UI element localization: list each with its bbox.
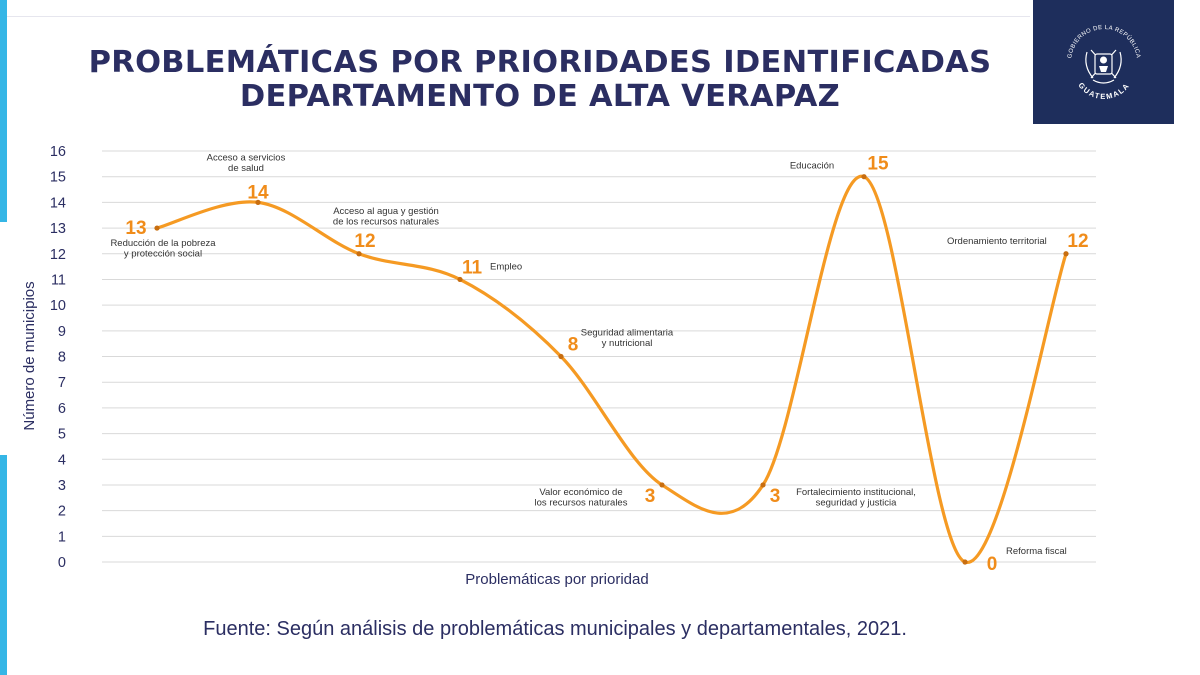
category-label-line: Reforma fiscal (1006, 546, 1067, 557)
y-tick-label: 15 (50, 170, 66, 186)
y-tick-label: 3 (58, 478, 66, 494)
data-point (1063, 251, 1069, 257)
category-label-line: Ordenamiento territorial (947, 236, 1047, 247)
left-accent-bar-top (0, 0, 7, 222)
category-label: Reducción de la pobreza y protección soci… (110, 238, 216, 260)
category-label: Ordenamiento territorial (947, 236, 1047, 247)
data-point (356, 251, 362, 257)
data-value-label: 13 (125, 218, 146, 239)
data-value-label: 12 (354, 231, 375, 252)
coat-of-arms-icon: GOBIERNO DE LA REPÚBLICA GUATEMALA (1067, 25, 1140, 101)
y-tick-label: 14 (50, 195, 66, 211)
category-label-line: Educación (790, 161, 834, 172)
data-point (659, 482, 665, 488)
category-label-line: Reducción de la pobreza (110, 238, 216, 249)
government-emblem: GOBIERNO DE LA REPÚBLICA GUATEMALA (1033, 0, 1174, 124)
source-note: Fuente: Según análisis de problemáticas … (203, 618, 907, 640)
category-label-line: Acceso a servicios (207, 152, 286, 163)
data-value-label: 3 (645, 486, 656, 507)
page-title: PROBLEMÁTICAS POR PRIORIDADES IDENTIFICA… (40, 46, 1040, 114)
top-divider (0, 16, 1030, 17)
title-line-1: PROBLEMÁTICAS POR PRIORIDADES IDENTIFICA… (88, 45, 992, 80)
y-tick-label: 1 (58, 529, 66, 545)
category-label: Empleo (490, 261, 522, 272)
data-value-label: 11 (462, 257, 483, 278)
data-point (558, 353, 564, 360)
data-point (255, 199, 261, 205)
category-label: Fortalecimiento institucional, seguridad … (796, 487, 916, 509)
category-label-line: Fortalecimiento institucional, (796, 487, 916, 498)
data-point (457, 276, 463, 283)
y-tick-label: 10 (50, 298, 66, 314)
category-label: Reforma fiscal (1006, 546, 1067, 557)
data-point (154, 225, 160, 231)
category-label: Seguridad alimentaria y nutricional (581, 328, 674, 350)
category-label: Valor económico de los recursos naturales (535, 487, 628, 509)
y-tick-label: 0 (58, 555, 66, 571)
data-points (154, 174, 1069, 565)
data-point (861, 174, 867, 180)
category-label-line: seguridad y justicia (816, 497, 898, 508)
y-tick-label: 13 (50, 221, 66, 237)
y-axis-title: Número de municipios (21, 281, 38, 430)
category-label-line: Seguridad alimentaria (581, 328, 674, 339)
category-label-line: y protección social (124, 249, 202, 260)
category-label-line: Valor económico de (539, 487, 622, 498)
category-label: Acceso al agua y gestión de los recursos … (333, 206, 439, 228)
data-value-label: 12 (1067, 231, 1088, 252)
category-label: Educación (790, 161, 834, 172)
y-tick-label: 4 (58, 452, 66, 468)
y-tick-label: 2 (58, 504, 66, 520)
data-point (760, 482, 766, 488)
data-value-label: 15 (867, 154, 889, 175)
category-label-line: los recursos naturales (535, 497, 628, 508)
category-label-line: y nutricional (602, 338, 653, 349)
y-tick-label: 9 (58, 324, 66, 340)
category-label-line: de salud (228, 163, 264, 174)
y-tick-label: 7 (58, 375, 66, 391)
category-label-line: Empleo (490, 261, 522, 272)
data-value-label: 14 (247, 182, 269, 203)
data-value-label: 8 (568, 335, 579, 356)
category-label-line: Acceso al agua y gestión (333, 206, 439, 217)
data-point (962, 559, 968, 565)
category-label-line: de los recursos naturales (333, 216, 439, 227)
data-value-label: 0 (987, 554, 998, 575)
data-value-label: 3 (770, 486, 781, 507)
y-tick-label: 16 (50, 144, 66, 160)
y-tick-label: 5 (58, 427, 66, 443)
y-tick-label: 12 (50, 247, 66, 263)
x-axis-title: Problemáticas por prioridad (465, 571, 648, 588)
y-tick-label: 6 (58, 401, 66, 417)
y-tick-label: 8 (58, 350, 66, 366)
y-tick-label: 11 (51, 272, 66, 288)
title-line-2: DEPARTAMENTO DE ALTA VERAPAZ (239, 79, 841, 114)
left-accent-bar-bottom (0, 455, 7, 675)
category-label: Acceso a servicios de salud (207, 152, 286, 174)
chart-grid (102, 150, 1096, 563)
